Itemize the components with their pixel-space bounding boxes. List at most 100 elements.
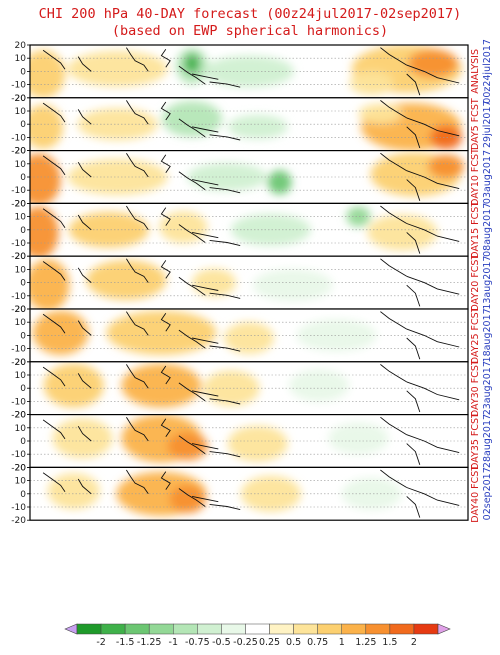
- colorbar-swatch: [148, 623, 174, 635]
- panel-date-label: 03aug2017: [482, 150, 493, 204]
- colorbar-swatch: [245, 623, 270, 635]
- lat-tick-label: -20: [11, 199, 26, 209]
- panel-forecast-label: DAY20 FCST: [470, 254, 481, 312]
- colorbar-tick-label: -0.25: [233, 637, 258, 648]
- coastline: [42, 205, 460, 254]
- lat-tick-label: 0: [20, 173, 26, 183]
- map-subtitle: (based on EWP spherical harmonics): [111, 23, 389, 39]
- coastline: [42, 469, 460, 518]
- colorbar-swatch: [293, 623, 318, 635]
- forecast-panel-5: 20 10 0 -10 -20 DAY25 FCST 18aug2017: [11, 305, 493, 368]
- colorbar-end-right: [437, 623, 451, 635]
- lat-tick-label: -10: [11, 186, 26, 196]
- coastline: [42, 100, 460, 149]
- lat-tick-label: 0: [20, 437, 26, 447]
- panel-date-label: 02sep2017: [482, 467, 493, 520]
- colorbar-tick-label: 0.25: [259, 637, 280, 648]
- panel-forecast-label: DAY5 FCST: [470, 98, 481, 150]
- anomaly-field: [43, 363, 406, 408]
- panel-forecast-label: ANALYSIS: [470, 49, 481, 94]
- lat-tick-label: -20: [11, 252, 26, 262]
- lat-tick-label: 20: [15, 411, 27, 421]
- colorbar-swatch: [100, 623, 126, 635]
- colorbar-swatch: [173, 623, 198, 635]
- panel-date-label: 28aug2017: [482, 414, 493, 468]
- colorbar-swatch: [221, 623, 246, 635]
- anomaly-field: [47, 471, 402, 516]
- lat-tick-label: 10: [15, 371, 27, 381]
- forecast-panel-8: 20 10 0 -10 -20 DAY40 FCST 02sep2017: [11, 463, 493, 526]
- anomaly-field: [30, 206, 438, 257]
- colorbar-tick-label: -1.5: [116, 637, 135, 648]
- lat-tick-label: -20: [11, 358, 26, 368]
- panel-date-label: 23aug2017: [482, 361, 493, 415]
- colorbar-swatch: [197, 623, 222, 635]
- lat-tick-label: 0: [20, 67, 26, 77]
- colorbar-tick-label: -2: [96, 637, 105, 648]
- forecast-panel-6: 20 10 0 -10 -20 DAY30 FCST 23aug2017: [11, 358, 493, 421]
- panel-date-label: 18aug2017: [482, 308, 493, 362]
- lat-tick-label: -10: [11, 239, 26, 249]
- anomaly-field: [52, 414, 389, 463]
- panel-forecast-label: DAY10 FCST: [470, 148, 481, 206]
- forecast-panel-0: 20 10 0 -10 -20 ANALYSIS 00z24jul2017: [11, 39, 493, 104]
- lat-tick-label: 0: [20, 279, 26, 289]
- lat-tick-label: 20: [15, 305, 27, 315]
- colorbar-swatch: [317, 623, 342, 635]
- lat-tick-label: -10: [11, 81, 26, 91]
- forecast-panel-2: 20 10 0 -10 -20 DAY10 FCST 03aug2017: [11, 147, 493, 210]
- colorbar-swatch: [341, 623, 367, 635]
- lat-tick-label: 20: [15, 199, 27, 209]
- colorbar-swatch: [76, 623, 102, 635]
- colorbar-swatch: [124, 623, 150, 635]
- lat-tick-label: 20: [15, 41, 27, 51]
- lat-tick-label: -20: [11, 411, 26, 421]
- colorbar-tick-label: 0.75: [307, 637, 328, 648]
- lat-tick-label: 10: [15, 477, 27, 487]
- colorbar-tick-label: -0.5: [212, 637, 231, 648]
- lat-tick-label: 0: [20, 120, 26, 130]
- forecast-panel-4: 20 10 0 -10 -20 DAY20 FCST 13aug2017: [11, 252, 493, 315]
- colorbar-tick-label: -1: [169, 637, 178, 648]
- coastline: [42, 311, 460, 360]
- panel-forecast-label: DAY25 FCST: [470, 306, 481, 364]
- lat-tick-label: -10: [11, 450, 26, 460]
- lat-tick-label: -10: [11, 292, 26, 302]
- coastline: [42, 47, 460, 96]
- lat-tick-label: -20: [11, 94, 26, 104]
- colorbar-tick-label: 1.5: [382, 637, 397, 648]
- coastline: [42, 364, 460, 413]
- colorbar-tick-label: 1.25: [355, 637, 376, 648]
- forecast-panel-7: 20 10 0 -10 -20 DAY35 FCST 28aug2017: [11, 411, 493, 474]
- lat-tick-label: 0: [20, 490, 26, 500]
- panel-date-label: 29jul2017: [482, 100, 493, 148]
- lat-tick-label: 0: [20, 384, 26, 394]
- lat-tick-label: 10: [15, 213, 27, 223]
- anomaly-field: [32, 310, 446, 355]
- lat-tick-label: 0: [20, 226, 26, 236]
- coastline: [42, 416, 460, 465]
- panel-date-label: 08aug2017: [482, 203, 493, 257]
- lat-tick-label: -10: [11, 345, 26, 355]
- colorbar: -2 -1.5 -1.25 -1 -0.75 -0.5 -0.25 0.25 0.5 0.75 1 1…: [64, 623, 451, 648]
- panel-forecast-label: DAY40 FCST: [470, 465, 481, 523]
- lat-tick-label: 10: [15, 265, 27, 275]
- colorbar-tick-label: 2: [411, 637, 417, 648]
- lat-tick-label: 20: [15, 252, 27, 262]
- lat-tick-label: 10: [15, 54, 27, 64]
- colorbar-tick-label: 1: [339, 637, 345, 648]
- panel-date-label: 00z24jul2017: [482, 39, 493, 104]
- colorbar-tick-label: -0.75: [185, 637, 210, 648]
- map-title: CHI 200 hPa 40-DAY forecast (00z24jul201…: [38, 6, 462, 22]
- forecast-panel-1: 20 10 0 -10 -20 DAY5 FCST 29jul2017: [11, 94, 493, 157]
- lat-tick-label: 10: [15, 107, 27, 117]
- lat-tick-label: 20: [15, 463, 27, 473]
- lat-tick-label: 10: [15, 424, 27, 434]
- anomaly-field: [30, 100, 463, 151]
- anomaly-field: [30, 259, 425, 310]
- colorbar-swatch: [365, 623, 391, 635]
- lat-tick-label: 20: [15, 147, 27, 157]
- lat-tick-label: -20: [11, 305, 26, 315]
- lat-tick-label: -10: [11, 503, 26, 513]
- colorbar-end-left: [64, 623, 78, 635]
